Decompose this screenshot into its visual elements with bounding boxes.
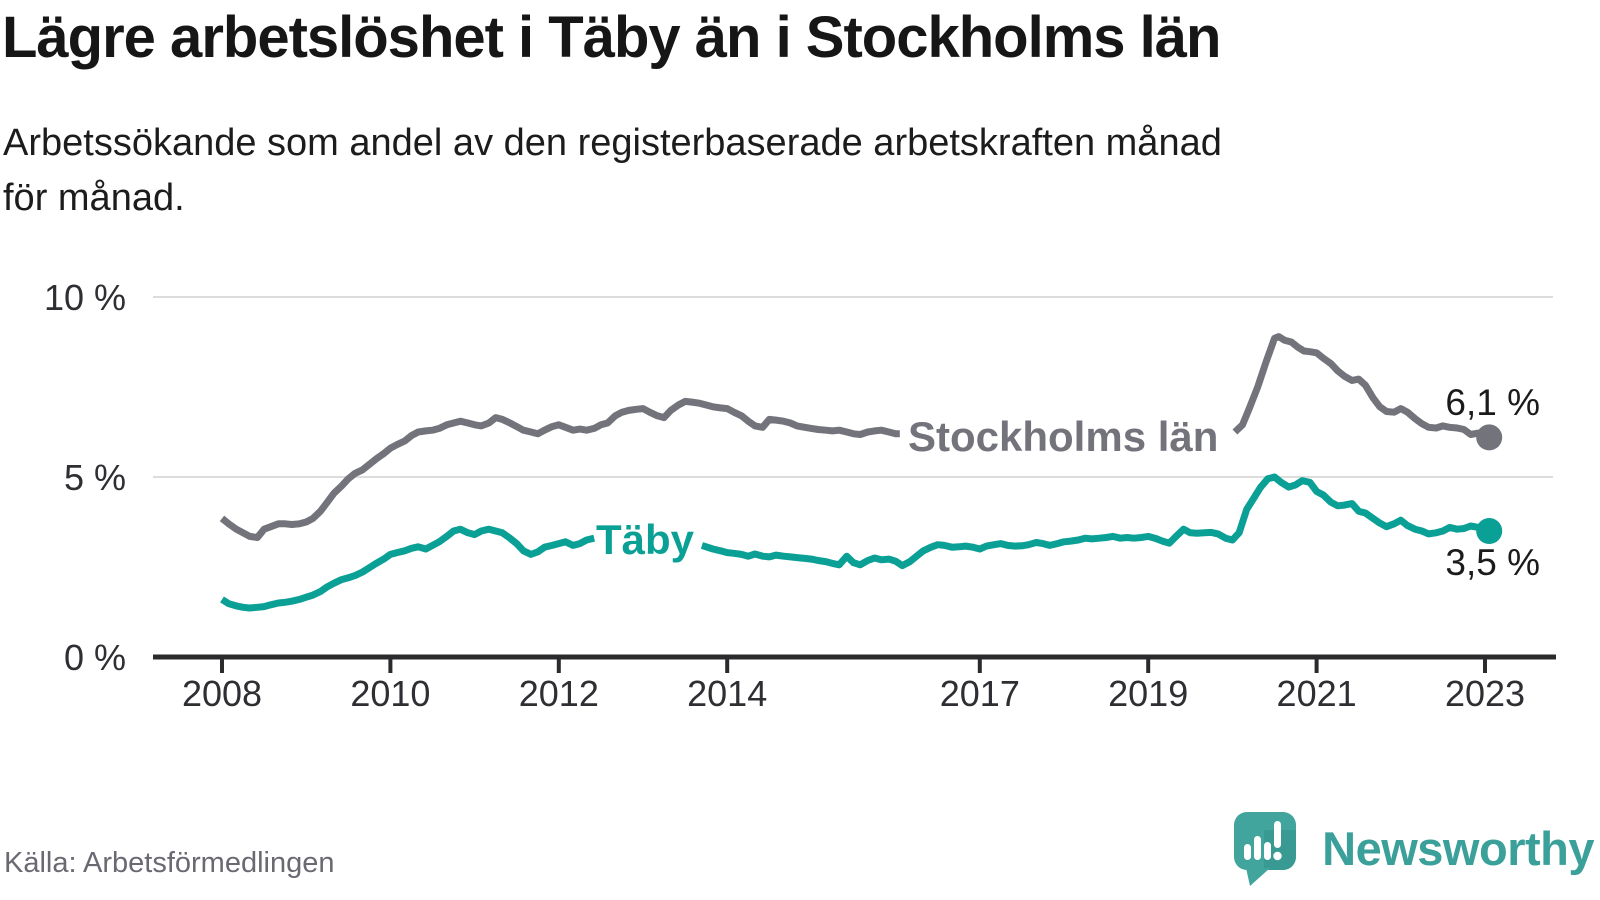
series-label-stockholms-l-n: Stockholms län <box>908 413 1218 460</box>
end-dot-stockholms-l-n <box>1476 424 1503 451</box>
x-tick-label: 2014 <box>687 673 767 714</box>
newsworthy-brand: Newsworthy <box>1220 804 1594 892</box>
line-chart: 0 % 5 % 10 % 2008 2010 2012 2014 2017 2019 2021 20… <box>44 277 1556 714</box>
x-tick-label: 2023 <box>1445 673 1525 714</box>
x-tick-label: 2012 <box>519 673 599 714</box>
chart-subtitle: Arbetssökande som andel av den registerb… <box>3 122 1222 220</box>
series-line-t-by <box>700 473 1491 570</box>
source-note: Källa: Arbetsförmedlingen <box>4 847 335 879</box>
y-tick-label: 0 % <box>64 637 126 678</box>
newsworthy-wordmark: Newsworthy <box>1322 821 1594 875</box>
page-title: Lägre arbetslöshet i Täby än i Stockholm… <box>2 5 1221 70</box>
end-dot-t-by <box>1476 518 1503 544</box>
series-line-t-by <box>220 525 596 612</box>
end-value-label-stockholms-l-n: 6,1 % <box>1445 382 1540 423</box>
x-tick-label: 2008 <box>182 673 262 714</box>
y-tick-label: 10 % <box>44 277 126 318</box>
x-tick-label: 2021 <box>1277 673 1357 714</box>
series-line-stockholms-l-n <box>219 397 900 541</box>
x-tick-label: 2017 <box>940 673 1020 714</box>
series-label-t-by: Täby <box>596 516 695 563</box>
series-line-stockholms-l-n <box>1232 333 1491 441</box>
y-tick-label: 5 % <box>64 457 126 498</box>
newsworthy-logo-icon <box>1234 812 1297 886</box>
end-value-label-t-by: 3,5 % <box>1445 542 1540 583</box>
x-tick-label: 2010 <box>350 673 430 714</box>
x-tick-label: 2019 <box>1108 673 1188 714</box>
